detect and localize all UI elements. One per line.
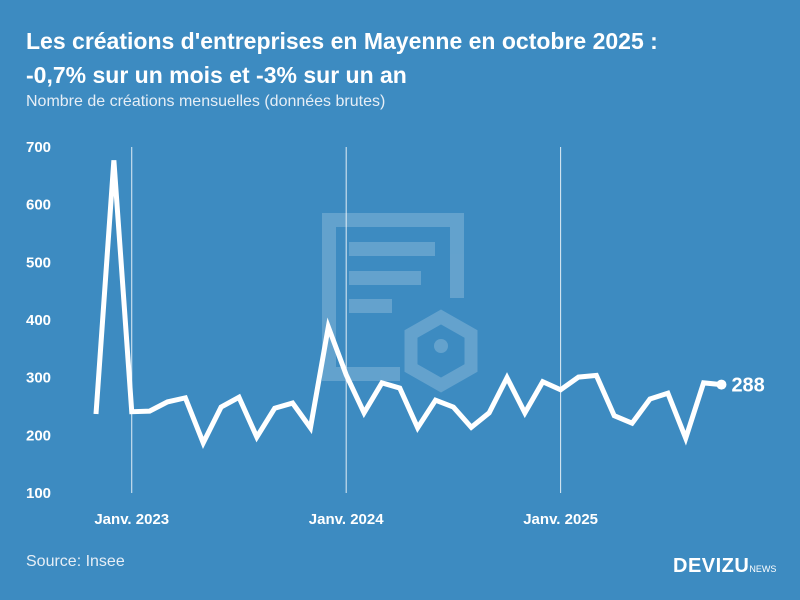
x-tick-label: Janv. 2023 xyxy=(94,511,169,528)
title-line-2: -0,7% sur un mois et -3% sur un an xyxy=(26,62,407,88)
title-line-1: Les créations d'entreprises en Mayenne e… xyxy=(26,28,658,54)
x-tick-label: Janv. 2024 xyxy=(309,511,384,528)
y-tick-label: 700 xyxy=(26,139,51,156)
last-value-label: 288 xyxy=(731,375,764,397)
chart-title: Les créations d'entreprises en Mayenne e… xyxy=(26,24,786,92)
y-tick-label: 500 xyxy=(26,254,51,271)
watermark-logo xyxy=(322,213,478,393)
y-tick-label: 600 xyxy=(26,197,51,214)
brand-suffix: NEWS xyxy=(749,564,777,574)
x-tick-label: Janv. 2025 xyxy=(523,511,598,528)
source-note: Source: Insee xyxy=(26,553,125,570)
series-line xyxy=(93,160,722,449)
y-tick-label: 200 xyxy=(26,427,51,444)
brand-name: DEVIZU xyxy=(673,555,750,577)
chart-subtitle: Nombre de créations mensuelles (données … xyxy=(26,93,386,110)
y-tick-label: 400 xyxy=(26,312,51,329)
last-point-marker xyxy=(716,379,727,390)
y-tick-label: 100 xyxy=(26,485,51,502)
brand-logo: DEVIZUNEWS xyxy=(673,555,776,578)
y-tick-label: 300 xyxy=(26,370,51,387)
watermark-logo-bars xyxy=(349,242,448,353)
